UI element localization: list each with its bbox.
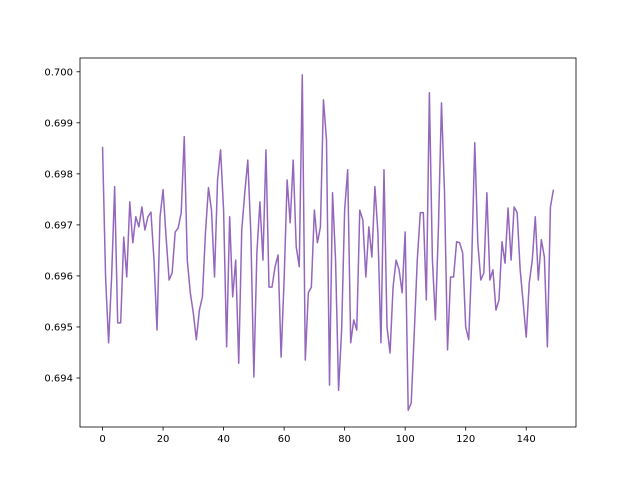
x-tick-label: 100 bbox=[396, 434, 415, 445]
x-tick-label: 20 bbox=[157, 434, 170, 445]
y-tick-label: 0.699 bbox=[44, 118, 73, 129]
y-tick-label: 0.696 bbox=[44, 271, 73, 282]
x-tick-label: 120 bbox=[456, 434, 475, 445]
y-tick-label: 0.697 bbox=[44, 220, 73, 231]
y-tick-label: 0.695 bbox=[44, 322, 73, 333]
x-axis: 0 20 40 60 80 100 120 140 bbox=[99, 427, 536, 445]
plot-lines bbox=[101, 74, 555, 411]
y-axis: 0.694 0.695 0.696 0.697 0.698 0.699 0.700 bbox=[44, 67, 80, 385]
y-tick-label: 0.698 bbox=[44, 169, 73, 180]
series-line-0 bbox=[101, 74, 555, 411]
y-tick-label: 0.694 bbox=[44, 374, 73, 385]
axes-frame bbox=[79, 57, 577, 428]
x-tick-label: 140 bbox=[517, 434, 536, 445]
y-tick-label: 0.700 bbox=[44, 67, 73, 78]
x-tick-label: 80 bbox=[338, 434, 351, 445]
x-tick-label: 0 bbox=[99, 434, 105, 445]
x-tick-label: 40 bbox=[217, 434, 230, 445]
x-tick-label: 60 bbox=[278, 434, 291, 445]
